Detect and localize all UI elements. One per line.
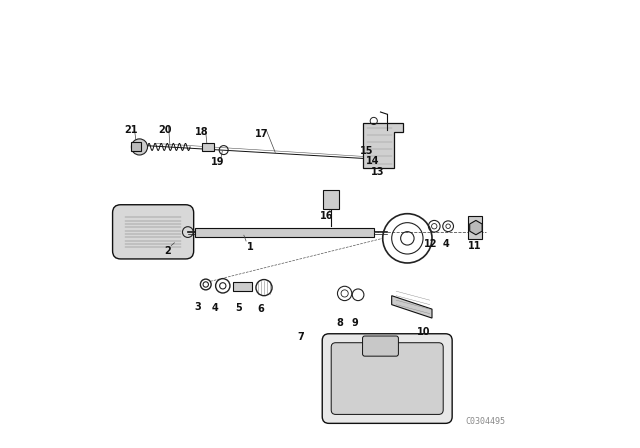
Circle shape [131, 139, 148, 155]
Text: 3: 3 [195, 302, 202, 312]
Text: 11: 11 [468, 241, 481, 250]
Text: 15: 15 [360, 146, 374, 156]
Text: 5: 5 [235, 303, 242, 313]
Bar [468, 216, 482, 239]
Text: 4: 4 [443, 239, 450, 249]
Bar [233, 282, 252, 291]
Text: 17: 17 [255, 129, 269, 138]
Polygon shape [362, 123, 403, 168]
Polygon shape [470, 220, 482, 235]
Text: 19: 19 [211, 157, 225, 167]
Text: 10: 10 [417, 327, 431, 337]
Text: 1: 1 [247, 242, 254, 252]
Text: 4: 4 [211, 303, 218, 313]
Text: 13: 13 [371, 168, 384, 177]
Text: 2: 2 [164, 246, 171, 256]
Text: 16: 16 [320, 211, 333, 221]
FancyBboxPatch shape [323, 334, 452, 423]
Text: 7: 7 [297, 332, 303, 342]
Text: 12: 12 [424, 239, 438, 249]
Text: 6: 6 [257, 304, 264, 314]
FancyBboxPatch shape [332, 343, 443, 414]
Bar [323, 190, 339, 209]
FancyBboxPatch shape [113, 205, 194, 259]
Polygon shape [392, 296, 432, 318]
FancyBboxPatch shape [362, 336, 398, 356]
Text: C0304495: C0304495 [466, 417, 506, 426]
Bar [131, 142, 141, 151]
Text: 14: 14 [366, 156, 380, 166]
Text: 20: 20 [159, 125, 172, 135]
Polygon shape [195, 228, 374, 237]
Text: 8: 8 [337, 318, 344, 327]
Text: 18: 18 [195, 127, 209, 137]
Text: 9: 9 [351, 319, 358, 328]
Bar [202, 143, 214, 151]
Text: 21: 21 [124, 125, 138, 135]
